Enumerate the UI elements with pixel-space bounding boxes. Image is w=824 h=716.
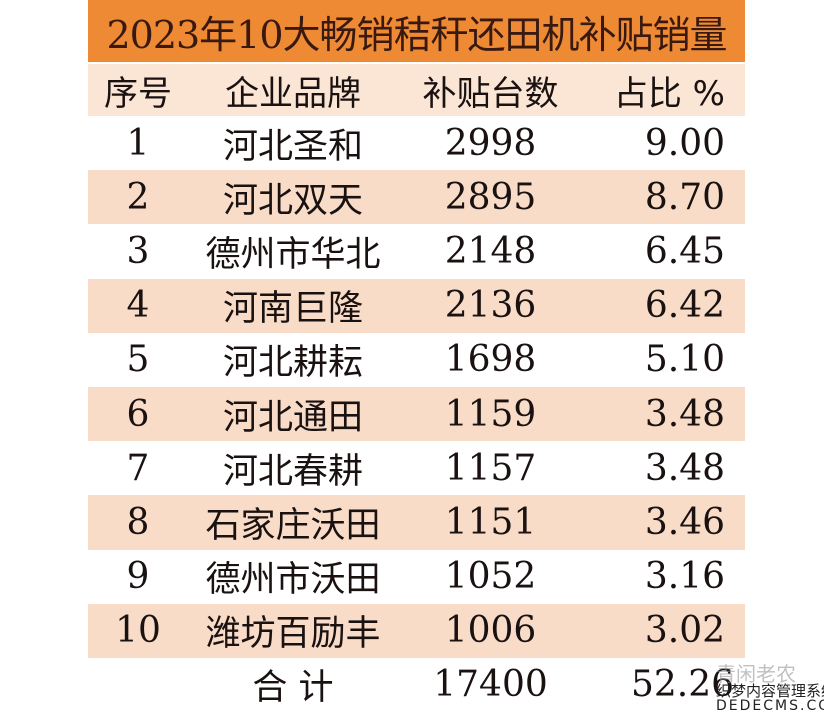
header-no: 序号	[104, 73, 172, 114]
cell-brand: 德州市华北	[205, 234, 381, 275]
header-brand: 企业品牌	[225, 73, 361, 114]
watermark-domain: DEDECMS.COM	[716, 698, 824, 714]
cell-no: 8	[126, 501, 150, 543]
cell-no: 10	[115, 610, 161, 652]
table-row: 3 德州市华北 2148 6.45	[88, 224, 745, 278]
header-share: 占比 %	[613, 73, 725, 114]
total-share: 52.26	[631, 664, 735, 706]
table-row: 8 石家庄沃田 1151 3.46	[88, 495, 745, 550]
cell-brand: 河南巨隆	[222, 289, 363, 330]
cell-no: 4	[126, 285, 150, 327]
table-header-row: 序号 企业品牌 补贴台数 占比 %	[88, 64, 745, 116]
cell-brand: 河北通田	[222, 397, 363, 438]
cell-units: 1157	[444, 447, 537, 489]
sales-table: 序号 企业品牌 补贴台数 占比 % 1 河北圣和 2998 9.00 2 河北双天 2895…	[88, 64, 745, 712]
cell-no: 6	[126, 393, 150, 435]
cell-share: 3.02	[644, 610, 725, 652]
cell-share: 3.16	[644, 556, 725, 598]
cell-brand: 德州市沃田	[205, 560, 381, 601]
cell-no: 7	[126, 447, 150, 489]
table-row: 6 河北通田 1159 3.48	[88, 386, 745, 442]
cell-brand: 石家庄沃田	[205, 505, 381, 546]
cell-no: 5	[126, 339, 150, 381]
cell-share: 3.46	[644, 501, 725, 543]
header-units: 补贴台数	[422, 73, 559, 114]
cell-units: 2998	[444, 122, 537, 164]
table-title: 2023年10大畅销秸秆还田机补贴销量	[88, 0, 745, 62]
cell-brand: 河北双天	[222, 180, 363, 221]
cell-brand: 河北春耕	[222, 451, 363, 492]
cell-share: 6.45	[644, 230, 725, 272]
cell-units: 1052	[444, 556, 537, 598]
total-units: 17400	[433, 664, 548, 706]
cell-units: 1159	[444, 393, 537, 435]
cell-share: 8.70	[644, 176, 725, 218]
cell-units: 2148	[444, 230, 537, 272]
table-row: 7 河北春耕 1157 3.48	[88, 441, 745, 495]
cell-units: 1698	[444, 339, 537, 381]
watermark-cms: 织梦内容管理系统	[716, 682, 824, 700]
table-row: 1 河北圣和 2998 9.00	[88, 116, 745, 170]
cell-no: 3	[126, 230, 150, 272]
cell-brand: 潍坊百励丰	[205, 614, 381, 655]
cell-share: 9.00	[644, 122, 725, 164]
cell-share: 5.10	[644, 339, 725, 381]
cell-no: 9	[126, 556, 150, 598]
total-label: 合 计	[252, 668, 334, 709]
cell-brand: 河北耕耘	[222, 343, 363, 384]
cell-no: 2	[126, 176, 150, 218]
cell-units: 2136	[444, 285, 537, 327]
table-row: 2 河北双天 2895 8.70	[88, 170, 745, 225]
cell-brand: 河北圣和	[222, 126, 363, 167]
cell-units: 1006	[444, 610, 537, 652]
cell-units: 1151	[444, 501, 537, 543]
table-row: 10 潍坊百励丰 1006 3.02	[88, 603, 745, 658]
cell-share: 3.48	[644, 393, 725, 435]
watermark-account: 青闲老农	[716, 662, 796, 686]
cell-share: 6.42	[644, 285, 725, 327]
cell-no: 1	[126, 122, 150, 164]
table-row: 4 河南巨隆 2136 6.42	[88, 278, 745, 333]
table-row: 5 河北耕耘 1698 5.10	[88, 333, 745, 387]
total-row: 合 计 17400 52.26	[88, 658, 745, 712]
cell-units: 2895	[444, 176, 537, 218]
cell-share: 3.48	[644, 447, 725, 489]
table-row: 9 德州市沃田 1052 3.16	[88, 550, 745, 604]
